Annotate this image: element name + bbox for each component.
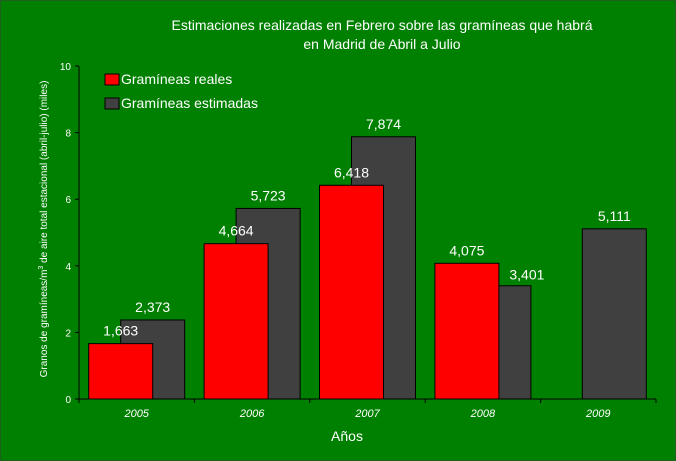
legend: Gramíneas reales Gramíneas estimadas (104, 71, 258, 111)
value-label-estimadas-2007: 7,874 (366, 116, 401, 132)
legend-label-reales: Gramíneas reales (121, 71, 232, 87)
legend-swatch-reales (104, 73, 120, 86)
bar-reales-2005 (88, 343, 154, 400)
value-label-estimadas-2008: 3,401 (509, 267, 544, 283)
value-label-reales-2008: 4,075 (449, 242, 484, 258)
y-tick-label-6: 6 (65, 195, 71, 206)
x-tick-label-2008: 2008 (470, 408, 496, 420)
bars-group (88, 136, 647, 400)
x-tick-label-2005: 2005 (123, 408, 149, 420)
y-tick-label-2: 2 (65, 328, 71, 339)
x-tick-label-2006: 2006 (239, 408, 265, 420)
bar-reales-2006 (203, 243, 269, 400)
bar-estimadas-2009 (581, 228, 647, 400)
chart-title-line-1: Estimaciones realizadas en Febrero sobre… (171, 17, 592, 33)
y-axis-label-pre: Granos de gramíneas/m (39, 270, 50, 378)
value-label-reales-2007: 6,418 (334, 164, 369, 180)
value-labels-group: 1,663 2,373 4,664 5,723 6,418 7,874 4,075 3,401… (103, 116, 631, 339)
chart-title-line-2: en Madrid de Abril a Julio (303, 36, 460, 52)
bar-reales-2007 (319, 184, 384, 400)
bar-reales-2008 (434, 262, 500, 400)
y-axis-label: Granos de gramíneas/m3 de aire total est… (38, 81, 50, 378)
x-tick-label-2007: 2007 (354, 408, 380, 420)
value-label-estimadas-2009: 5,111 (598, 208, 631, 224)
x-tick-label-2009: 2009 (585, 408, 610, 420)
legend-swatch-estimadas (104, 97, 120, 110)
y-tick-label-4: 4 (65, 262, 71, 273)
y-axis-label-sup: 3 (38, 266, 45, 270)
y-tick-label-10: 10 (60, 62, 72, 73)
value-label-reales-2006: 4,664 (219, 223, 254, 239)
value-label-estimadas-2006: 5,723 (251, 187, 286, 203)
y-axis-label-post: de aire total estacional (abril-julio) (… (39, 81, 50, 266)
legend-label-estimadas: Gramíneas estimadas (121, 95, 258, 111)
value-label-estimadas-2005: 2,373 (135, 299, 170, 315)
x-axis-label: Años (331, 428, 363, 444)
ticks-group: 2005 2006 2007 2008 2009 0 2 4 6 8 10 (60, 62, 657, 420)
y-tick-label-0: 0 (65, 395, 71, 406)
axes-group (78, 66, 656, 400)
y-tick-label-8: 8 (65, 129, 71, 140)
value-label-reales-2005: 1,663 (103, 323, 138, 339)
